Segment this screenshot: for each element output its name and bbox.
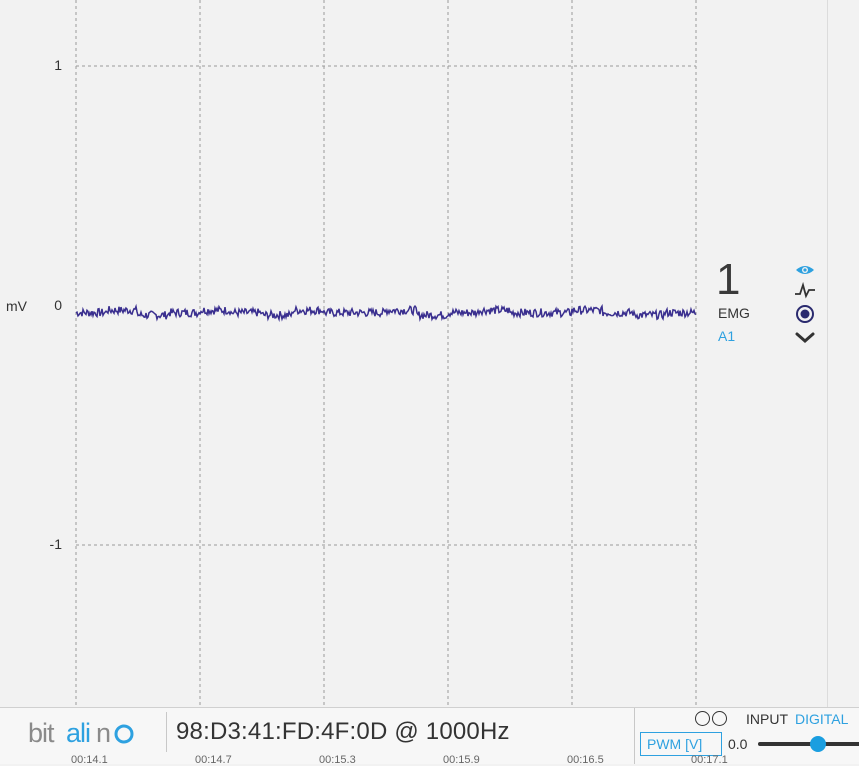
pwm-label: PWM [V] xyxy=(647,736,703,752)
digital-output-1-toggle[interactable] xyxy=(695,711,710,726)
svg-text:n: n xyxy=(96,718,110,748)
pwm-value: 0.0 xyxy=(728,736,748,752)
bottom-bar: bit ali n 98:D3:41:FD:4F:0D @ 1000Hz INP… xyxy=(0,707,859,764)
separator xyxy=(166,712,167,752)
eye-icon[interactable] xyxy=(794,260,816,280)
panel-divider xyxy=(827,0,828,707)
record-icon[interactable] xyxy=(794,304,816,324)
signal-plot: mV 1 0 -1 1 EMG A1 xyxy=(6,0,836,707)
digital-tab[interactable]: DIGITAL xyxy=(795,711,849,727)
plot-svg xyxy=(75,0,697,707)
io-panel: INPUT DIGITAL PWM [V] 0.0 xyxy=(640,708,859,764)
channel-port-label: A1 xyxy=(718,328,736,344)
pwm-slider[interactable] xyxy=(758,736,859,752)
x-tick-label: 00:17.1 xyxy=(691,754,728,766)
device-address: 98:D3:41:FD:4F:0D @ 1000Hz xyxy=(176,718,510,745)
slider-thumb[interactable] xyxy=(810,736,826,752)
digital-output-toggles xyxy=(695,711,735,727)
x-tick-label: 00:14.1 xyxy=(71,754,108,766)
bitalino-logo: bit ali n xyxy=(28,718,134,748)
waveform-icon[interactable] xyxy=(794,280,816,300)
emg-signal-trace xyxy=(75,303,697,323)
svg-text:ali: ali xyxy=(66,718,90,748)
y-tick-label: -1 xyxy=(49,536,62,552)
input-label: INPUT xyxy=(746,711,788,727)
y-tick-label: 1 xyxy=(54,57,62,73)
chevron-down-icon[interactable] xyxy=(794,328,816,348)
separator xyxy=(634,708,635,764)
x-tick-label: 00:16.5 xyxy=(567,754,604,766)
y-unit-label: mV xyxy=(6,298,27,314)
y-tick-label: 0 xyxy=(54,296,62,313)
channel-panel: 1 EMG A1 xyxy=(716,258,836,358)
x-tick-label: 00:14.7 xyxy=(195,754,232,766)
digital-output-2-toggle[interactable] xyxy=(712,711,727,726)
channel-number: 1 xyxy=(716,255,741,304)
svg-text:bit: bit xyxy=(28,718,55,748)
x-tick-label: 00:15.3 xyxy=(319,754,356,766)
channel-type-label: EMG xyxy=(718,305,750,321)
x-tick-label: 00:15.9 xyxy=(443,754,480,766)
pwm-label-box: PWM [V] xyxy=(640,732,722,756)
slider-track xyxy=(758,742,859,746)
x-tick-labels: 00:14.1 00:14.7 00:15.3 00:15.9 00:16.5 00:17… xyxy=(0,754,859,766)
